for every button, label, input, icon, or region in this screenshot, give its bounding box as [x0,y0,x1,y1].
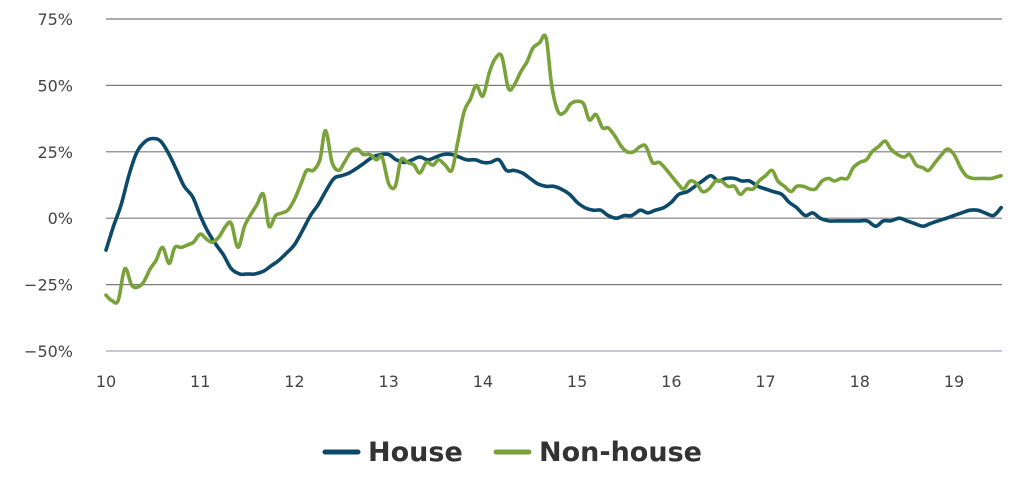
series-lines [104,33,1003,305]
x-tick-label: 11 [190,372,210,391]
x-tick-label: 19 [944,372,964,391]
y-tick-label: 75% [37,10,73,29]
y-tick-label: 50% [37,76,73,95]
legend-item-non-house: Non-house [493,437,702,468]
legend: House Non-house [322,437,702,468]
x-axis-tick-labels: 10 11 12 13 14 15 16 17 18 19 [96,372,964,391]
x-tick-label: 12 [284,372,304,391]
y-tick-label: 0% [48,209,73,228]
y-axis-tick-labels: −50% −25% 0% 25% 50% 75% [24,10,73,361]
x-tick-label: 17 [755,372,775,391]
x-tick-label: 10 [96,372,116,391]
y-tick-label: −25% [24,276,73,295]
series-line-house [104,136,1003,277]
legend-label-house: House [368,437,463,468]
x-tick-label: 13 [378,372,398,391]
x-tick-label: 14 [473,372,493,391]
x-tick-label: 18 [850,372,870,391]
y-tick-label: 25% [37,143,73,162]
x-tick-label: 15 [567,372,587,391]
legend-item-house: House [322,437,463,468]
gridlines [106,18,1002,352]
x-tick-label: 16 [661,372,681,391]
legend-label-non-house: Non-house [539,437,702,468]
series-line-non-house [104,33,1003,305]
y-tick-label: −50% [24,342,73,361]
